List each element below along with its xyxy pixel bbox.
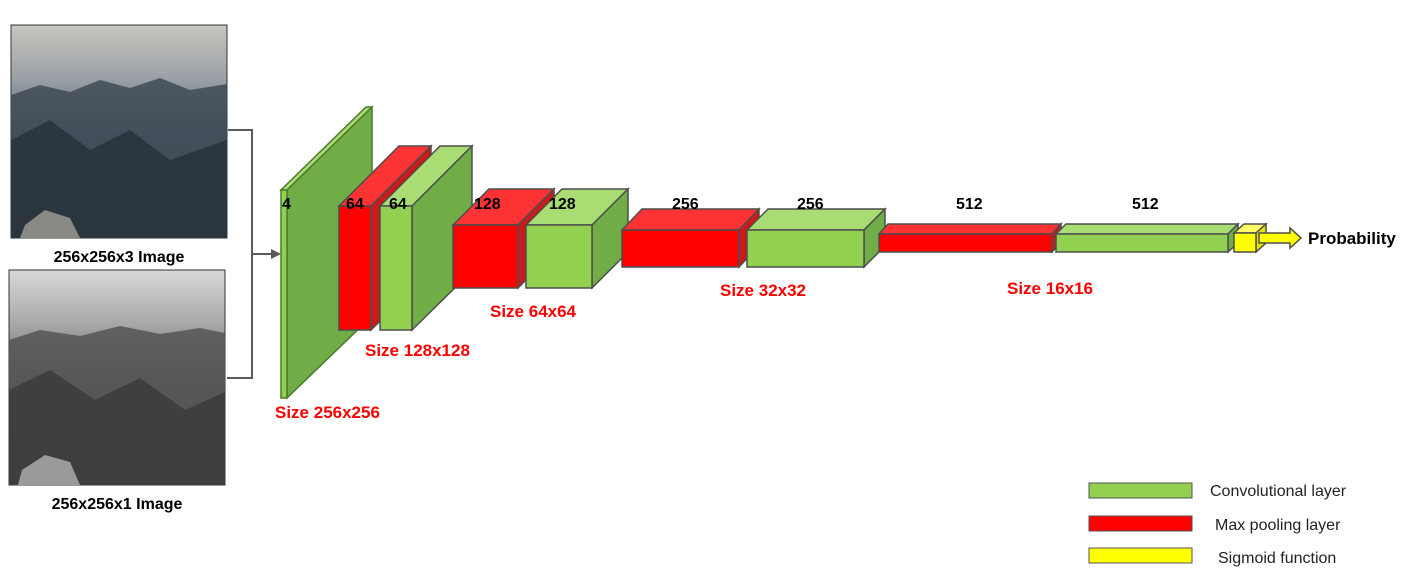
channel-label-conv1: 64: [389, 196, 407, 213]
grayscale-input-image: [8, 269, 226, 486]
legend-swatch-conv: [1088, 482, 1193, 499]
channel-label-pool2: 128: [474, 196, 501, 213]
legend-swatch-pool: [1088, 515, 1193, 532]
pool-block-3: [620, 207, 761, 269]
output-arrow: [1258, 226, 1303, 250]
pool-block-4: [877, 222, 1063, 254]
legend-swatch-sigmoid: [1088, 547, 1193, 564]
channel-label-conv2: 128: [549, 196, 576, 213]
size-label-256: Size 256x256: [275, 403, 380, 422]
legend-label-sigmoid: Sigmoid function: [1218, 550, 1336, 567]
conv-block-1: [378, 144, 474, 332]
legend-label-pool: Max pooling layer: [1215, 517, 1341, 534]
legend-label-conv: Convolutional layer: [1210, 483, 1347, 500]
channel-label-conv4: 512: [1132, 196, 1159, 213]
rgb-input-image: [10, 24, 228, 239]
conv-block-4: [1054, 222, 1240, 254]
legend: Convolutional layer Max pooling layer Si…: [1088, 482, 1347, 567]
size-label-128: Size 128x128: [365, 341, 470, 360]
input-connectors: [227, 129, 272, 379]
rgb-image-caption: 256x256x3 Image: [54, 249, 185, 266]
size-label-64: Size 64x64: [490, 302, 577, 321]
channel-label-pool4: 512: [956, 196, 983, 213]
conv-block-3: [745, 207, 887, 269]
channel-label-input: 4: [282, 196, 291, 213]
channel-label-conv3: 256: [797, 196, 824, 213]
output-label: Probability: [1308, 229, 1396, 248]
channel-label-pool3: 256: [672, 196, 699, 213]
conv-block-2: [524, 187, 630, 290]
size-label-32: Size 32x32: [720, 281, 806, 300]
grayscale-image-caption: 256x256x1 Image: [52, 496, 183, 513]
channel-label-pool1: 64: [346, 196, 364, 213]
input-arrowhead: [271, 249, 281, 259]
size-label-16: Size 16x16: [1007, 279, 1093, 298]
